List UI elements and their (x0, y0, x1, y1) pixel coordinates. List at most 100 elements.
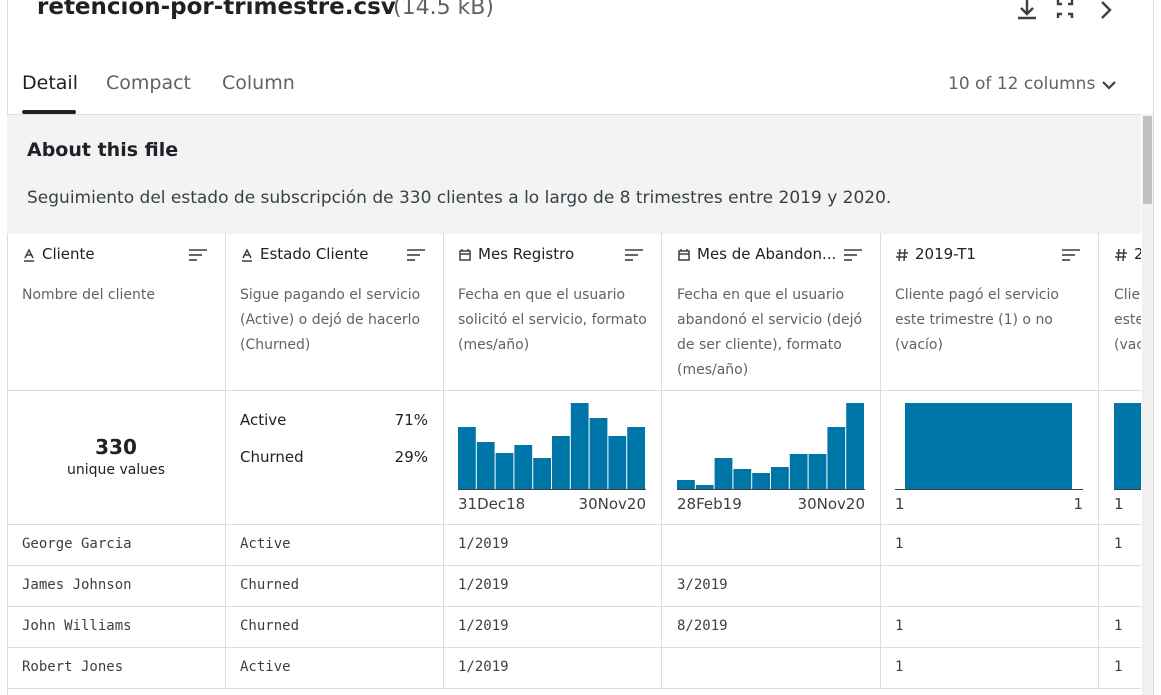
cell-value: 1/2019 (458, 659, 509, 675)
histogram-bar[interactable] (514, 445, 533, 489)
table-cell: 1 (880, 525, 1099, 566)
histogram-bar[interactable] (570, 403, 589, 489)
unique-count: 330 (95, 435, 137, 459)
histogram-bar[interactable] (714, 458, 733, 489)
cell-value: 1 (1114, 618, 1123, 634)
table-cell: 1 (880, 607, 1099, 648)
histogram-bar[interactable] (695, 485, 714, 489)
about-panel (7, 114, 1141, 234)
column-name[interactable]: Cliente (42, 245, 95, 263)
cell-value: James Johnson (22, 577, 132, 593)
histogram-range-label: 30Nov20 (578, 495, 646, 513)
table-cell: 8/2019 (662, 607, 881, 648)
histogram-bar[interactable] (733, 469, 752, 489)
column-summary: Active 71% Churned 29% (225, 391, 444, 525)
cell-value: Churned (240, 577, 300, 593)
histogram-bar[interactable] (476, 442, 495, 489)
table-cell (662, 525, 881, 566)
type-icon-path (24, 248, 34, 262)
column-name[interactable]: Mes de Abandon... (697, 245, 837, 263)
type-icon (24, 248, 34, 262)
column-header: 2019-T1 Cliente pagó el servicio este tri… (880, 233, 1099, 391)
category-label: Active (240, 411, 287, 429)
histogram-bar[interactable] (589, 418, 608, 489)
column-summary: 28Feb19 30Nov20 (662, 391, 881, 525)
tab[interactable]: Detail (22, 72, 78, 94)
histogram-bar[interactable] (771, 467, 789, 489)
type-icon (242, 248, 252, 262)
cell-value: 1/2019 (458, 618, 509, 634)
table-cell: 1/2019 (443, 648, 662, 689)
histogram-bar[interactable] (752, 473, 770, 489)
column-description: Fecha en que el usuario abandonó el serv… (677, 287, 863, 378)
type-icon (1115, 248, 1127, 262)
table-cell (1099, 566, 1141, 607)
histogram (677, 403, 865, 490)
histogram-bar[interactable] (677, 480, 695, 489)
histogram-bar[interactable] (1114, 403, 1141, 489)
histogram (895, 403, 1083, 490)
column-name[interactable]: Estado Cliente (260, 245, 369, 263)
histogram-bar[interactable] (627, 427, 645, 489)
histogram-bar[interactable] (905, 403, 1072, 489)
table-cell: 1 (1099, 648, 1141, 689)
scrollbar-track (1142, 114, 1153, 695)
type-icon-path (242, 248, 252, 262)
scrollbar-thumb[interactable] (1143, 116, 1152, 204)
cell-value: 1 (895, 659, 904, 675)
histogram (1114, 403, 1141, 490)
type-icon (459, 249, 471, 261)
category-percent: 29% (394, 448, 428, 466)
dropdown-icon[interactable] (1100, 78, 1118, 92)
type-icon-path (1115, 248, 1127, 262)
table-cell: 1/2019 (443, 607, 662, 648)
cell-value: Churned (240, 618, 300, 634)
column-count[interactable]: 10 of 12 columns (948, 74, 1096, 94)
cell-value: Active (240, 536, 291, 552)
sort-icon[interactable] (843, 248, 863, 262)
histogram-bar[interactable] (846, 403, 864, 489)
histogram-range-label: 1 (895, 495, 905, 513)
column-name[interactable]: 2019-T1 (915, 245, 976, 263)
histogram-bar[interactable] (608, 436, 627, 489)
cell-value: 3/2019 (677, 577, 728, 593)
sort-icon[interactable] (406, 248, 426, 262)
next-icon[interactable] (1101, 1, 1112, 19)
histogram-bar[interactable] (808, 454, 827, 489)
table-cell: Robert Jones (7, 648, 226, 689)
category-label: Churned (240, 448, 304, 466)
table-cell: 1/2019 (443, 566, 662, 607)
sort-icon[interactable] (188, 248, 208, 262)
table-cell (662, 648, 881, 689)
column-name[interactable]: 2019-T2 (1134, 245, 1141, 263)
type-icon (896, 248, 908, 262)
histogram-range-label: 28Feb19 (677, 495, 742, 513)
type-icon-path (459, 249, 471, 261)
column-name[interactable]: Mes Registro (478, 245, 575, 263)
histogram-bar[interactable] (495, 453, 514, 489)
cell-value: 1 (895, 536, 904, 552)
download-icon[interactable] (1018, 0, 1036, 20)
histogram-bar[interactable] (533, 458, 551, 489)
histogram-bar[interactable] (458, 427, 476, 489)
cell-value: 8/2019 (677, 618, 728, 634)
file-size: (14.5 kB) (393, 0, 494, 20)
cell-value: 1/2019 (458, 536, 509, 552)
column-description: Nombre del cliente (22, 287, 155, 303)
histogram-bar[interactable] (827, 427, 846, 489)
sort-icon[interactable] (624, 248, 644, 262)
cell-value: 1 (895, 618, 904, 634)
cell-value: 1/2019 (458, 577, 509, 593)
tab[interactable]: Compact (106, 72, 191, 94)
about-title: About this file (27, 139, 179, 161)
sort-icon[interactable] (1061, 248, 1081, 262)
table-cell: Churned (225, 566, 444, 607)
fullscreen-icon[interactable] (1056, 0, 1074, 18)
tab[interactable]: Column (222, 72, 295, 94)
histogram-bar[interactable] (552, 436, 570, 489)
column-summary: 330 unique values (7, 391, 226, 525)
histogram-bar[interactable] (789, 454, 808, 489)
table-cell: George Garcia (7, 525, 226, 566)
